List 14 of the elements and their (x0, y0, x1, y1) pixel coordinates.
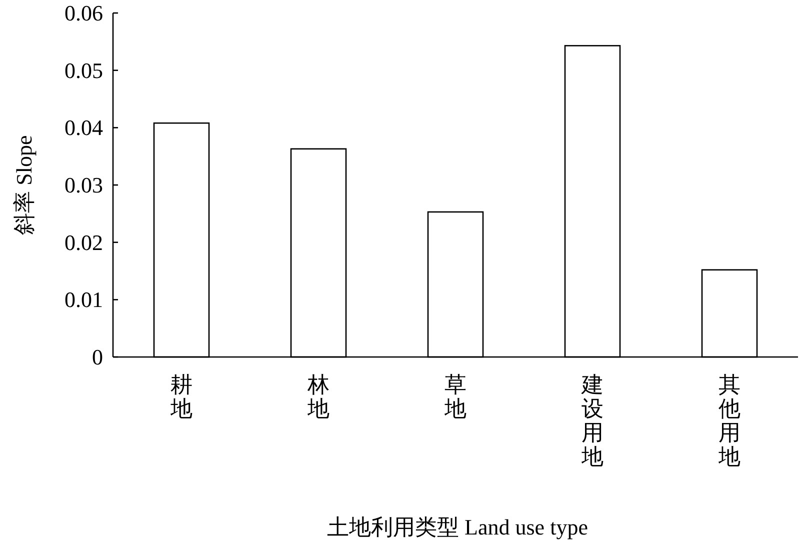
x-tick-label: 其他用地 (718, 372, 740, 469)
x-tick-label: 建设用地 (580, 372, 604, 469)
y-tick-label: 0.05 (64, 58, 103, 83)
x-tick-label: 草地 (444, 372, 466, 421)
x-axis-title: 土地利用类型 Land use type (327, 514, 588, 540)
x-tick-label: 耕地 (170, 372, 192, 421)
x-tick-label: 林地 (306, 372, 330, 421)
y-tick-label: 0.03 (64, 172, 103, 198)
y-tick-label: 0.06 (64, 0, 103, 26)
y-axis-title: 斜率 Slope (12, 135, 36, 235)
y-tick-label: 0.04 (64, 115, 103, 140)
y-tick-label: 0 (92, 344, 103, 370)
y-tick-label: 0.02 (64, 230, 103, 255)
y-tick-label: 0.01 (64, 287, 103, 312)
